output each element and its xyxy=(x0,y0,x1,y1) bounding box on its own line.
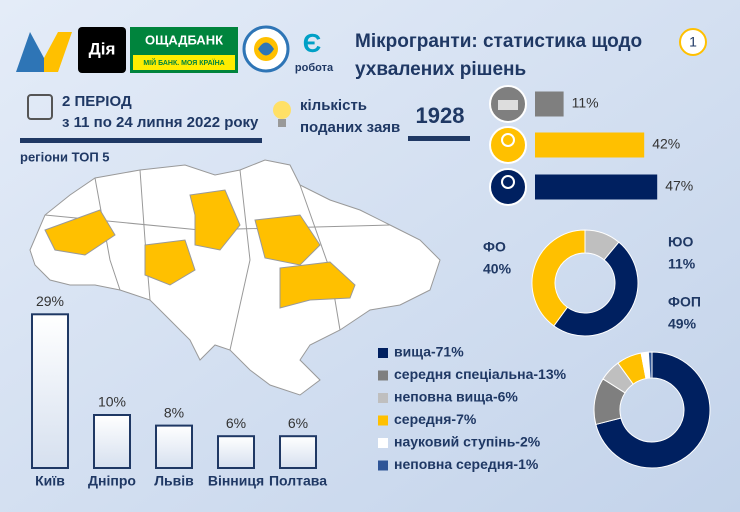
applications-value: 1928 xyxy=(416,103,465,128)
applications-label: поданих заяв xyxy=(300,119,400,136)
legend-entry: середня спеціальна-13% xyxy=(394,366,567,382)
slice-label: ФО xyxy=(483,239,506,255)
donut-slice xyxy=(553,241,639,337)
category-label: Львів xyxy=(154,473,194,489)
value-label: 29% xyxy=(36,293,64,309)
category-label: Київ xyxy=(35,473,65,489)
logo-text: ОЩАДБАНК xyxy=(145,32,223,47)
value-label: 42% xyxy=(652,136,680,152)
value-label: 10% xyxy=(98,394,126,410)
legend-swatch xyxy=(378,415,388,426)
value-label: 8% xyxy=(164,404,184,420)
map xyxy=(29,159,441,396)
title: ухвалених рішень xyxy=(355,59,526,80)
legend-swatch xyxy=(378,460,388,471)
calendar-icon xyxy=(27,94,53,120)
period-label: 2 ПЕРІОД xyxy=(62,93,132,110)
legend-swatch xyxy=(378,370,388,381)
legend-entry: неповна вища-6% xyxy=(394,389,518,405)
logo-text: робота xyxy=(295,62,334,74)
legend-swatch xyxy=(378,438,388,448)
map-title: регіони ТОП 5 xyxy=(20,149,110,164)
slice-label: ЮО xyxy=(668,234,693,250)
legend-entry: неповна середня-1% xyxy=(394,456,539,472)
legend-entry: середня-7% xyxy=(394,411,477,427)
bar xyxy=(535,174,658,200)
value-label: 47% xyxy=(665,178,693,194)
period-dates: з 11 по 24 липня 2022 року xyxy=(62,114,259,131)
logo-text: Дія xyxy=(89,39,116,58)
slice-value: 40% xyxy=(483,261,512,277)
bar xyxy=(535,91,564,117)
logos: Дія ОЩАДБАНК МІЙ БАНК. МОЯ КРАЇНА Є робо… xyxy=(16,25,334,74)
bar xyxy=(31,313,69,469)
value-label: 6% xyxy=(288,415,308,431)
donut-slice xyxy=(531,229,586,327)
value-label: 6% xyxy=(226,415,246,431)
bar xyxy=(155,424,193,470)
category-label: Дніпро xyxy=(88,473,136,489)
bar xyxy=(535,132,645,158)
legend-swatch xyxy=(378,393,388,403)
bulb-icon xyxy=(273,101,291,119)
bar xyxy=(93,414,131,469)
slice-label: ФОП xyxy=(668,294,701,310)
applications-label: кількість xyxy=(300,97,367,114)
page-number: 1 xyxy=(689,34,697,50)
title: Мікрогранти: статистика щодо xyxy=(355,31,642,52)
bar xyxy=(279,435,317,470)
category-label: Вінниця xyxy=(208,473,264,489)
value-label: 11% xyxy=(572,95,599,111)
category-label: Полтава xyxy=(269,473,327,489)
logo-text: МІЙ БАНК. МОЯ КРАЇНА xyxy=(143,58,224,67)
page-badge xyxy=(679,28,707,56)
legend-entry: науковий ступінь-2% xyxy=(394,434,541,450)
legend-entry: вища-71% xyxy=(394,344,464,360)
svg-text:Є: Є xyxy=(303,28,322,58)
donut-slice xyxy=(595,351,711,469)
legend-swatch xyxy=(378,348,388,358)
donut-slice xyxy=(647,351,653,379)
underline xyxy=(408,136,470,141)
slice-value: 11% xyxy=(668,256,696,272)
slice-value: 49% xyxy=(668,316,697,332)
bar xyxy=(217,435,255,470)
underline xyxy=(20,138,262,143)
